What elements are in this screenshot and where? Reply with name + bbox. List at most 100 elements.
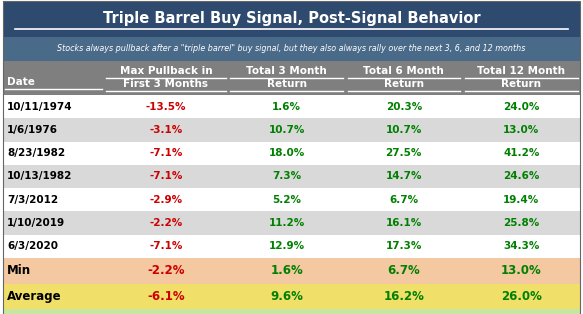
Bar	[104, 142, 228, 165]
Bar	[345, 61, 462, 95]
Text: -2.2%: -2.2%	[149, 218, 182, 228]
Text: Total 6 Month: Total 6 Month	[363, 66, 444, 76]
Bar	[345, 309, 462, 314]
Bar	[345, 118, 462, 142]
Text: 18.0%: 18.0%	[268, 148, 305, 158]
Text: Return: Return	[501, 79, 541, 89]
Text: 13.0%: 13.0%	[501, 264, 542, 277]
Bar	[228, 235, 345, 258]
Bar	[104, 258, 228, 284]
Text: -2.9%: -2.9%	[149, 195, 182, 205]
Bar	[3, 258, 104, 284]
Bar	[462, 309, 580, 314]
Text: 6.7%: 6.7%	[387, 264, 420, 277]
Text: -7.1%: -7.1%	[149, 171, 182, 181]
Bar	[3, 309, 104, 314]
Text: Average: Average	[7, 290, 62, 303]
Bar	[3, 211, 104, 235]
Text: 1.6%: 1.6%	[270, 264, 303, 277]
Text: 27.5%: 27.5%	[385, 148, 422, 158]
Text: Triple Barrel Buy Signal, Post-Signal Behavior: Triple Barrel Buy Signal, Post-Signal Be…	[103, 11, 480, 26]
Bar	[3, 61, 104, 95]
Text: 10.7%: 10.7%	[385, 125, 422, 135]
Text: 24.0%: 24.0%	[503, 102, 539, 112]
Bar	[3, 188, 104, 211]
Bar	[228, 95, 345, 118]
Bar	[104, 188, 228, 211]
Text: -7.1%: -7.1%	[149, 148, 182, 158]
Text: 26.0%: 26.0%	[501, 290, 542, 303]
Bar	[345, 235, 462, 258]
Bar	[104, 95, 228, 118]
Text: 10/11/1974: 10/11/1974	[7, 102, 73, 112]
Text: 8/23/1982: 8/23/1982	[7, 148, 65, 158]
Bar	[345, 142, 462, 165]
Bar	[345, 211, 462, 235]
Bar	[3, 142, 104, 165]
Text: 6/3/2020: 6/3/2020	[7, 241, 58, 251]
Text: 17.3%: 17.3%	[385, 241, 422, 251]
Text: 1/6/1976: 1/6/1976	[7, 125, 58, 135]
Bar	[345, 165, 462, 188]
Text: 13.0%: 13.0%	[503, 125, 539, 135]
Text: 7/3/2012: 7/3/2012	[7, 195, 58, 205]
Text: 7.3%: 7.3%	[272, 171, 301, 181]
Bar	[345, 284, 462, 309]
Bar	[462, 258, 580, 284]
Text: 41.2%: 41.2%	[503, 148, 539, 158]
Bar	[228, 258, 345, 284]
Text: -6.1%: -6.1%	[147, 290, 185, 303]
Bar	[228, 284, 345, 309]
Bar	[462, 211, 580, 235]
Bar	[104, 61, 228, 95]
Text: -2.2%: -2.2%	[147, 264, 185, 277]
Bar	[104, 309, 228, 314]
Bar	[462, 142, 580, 165]
Bar	[3, 235, 104, 258]
Bar	[228, 188, 345, 211]
Bar	[345, 95, 462, 118]
Bar	[228, 309, 345, 314]
Text: 20.3%: 20.3%	[385, 102, 422, 112]
Bar	[462, 118, 580, 142]
Text: First 3 Months: First 3 Months	[124, 79, 209, 89]
Text: Return: Return	[384, 79, 424, 89]
Text: 16.1%: 16.1%	[385, 218, 422, 228]
Text: 9.6%: 9.6%	[270, 290, 303, 303]
Bar	[104, 235, 228, 258]
Text: 5.2%: 5.2%	[272, 195, 301, 205]
Text: Max Pullback in: Max Pullback in	[120, 66, 212, 76]
Bar	[104, 211, 228, 235]
Bar	[3, 165, 104, 188]
Bar	[228, 142, 345, 165]
Text: Stocks always pullback after a "triple barrel" buy signal, but they also always : Stocks always pullback after a "triple b…	[57, 45, 526, 53]
Text: Total 12 Month: Total 12 Month	[477, 66, 565, 76]
Bar	[228, 211, 345, 235]
Text: 14.7%: 14.7%	[385, 171, 422, 181]
Bar	[462, 165, 580, 188]
Bar	[3, 1, 580, 37]
Bar	[462, 284, 580, 309]
Bar	[462, 188, 580, 211]
Bar	[104, 165, 228, 188]
Text: -3.1%: -3.1%	[149, 125, 182, 135]
Bar	[345, 258, 462, 284]
Text: Min: Min	[7, 264, 31, 277]
Bar	[104, 284, 228, 309]
Bar	[3, 95, 104, 118]
Bar	[3, 284, 104, 309]
Bar	[462, 61, 580, 95]
Text: Return: Return	[266, 79, 307, 89]
Text: -7.1%: -7.1%	[149, 241, 182, 251]
Text: 1.6%: 1.6%	[272, 102, 301, 112]
Bar	[345, 188, 462, 211]
Text: Date: Date	[7, 77, 35, 87]
Bar	[228, 165, 345, 188]
Text: 12.9%: 12.9%	[269, 241, 305, 251]
Text: 6.7%: 6.7%	[389, 195, 419, 205]
Text: Total 3 Month: Total 3 Month	[246, 66, 327, 76]
Bar	[228, 61, 345, 95]
Text: 11.2%: 11.2%	[268, 218, 305, 228]
Text: 25.8%: 25.8%	[503, 218, 539, 228]
Bar	[3, 118, 104, 142]
